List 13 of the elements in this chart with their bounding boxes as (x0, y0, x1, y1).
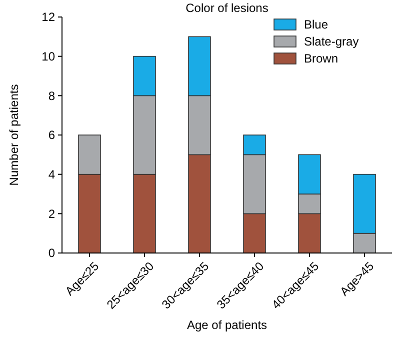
y-tick-label: 2 (48, 206, 56, 221)
y-tick-label: 10 (42, 50, 56, 64)
chart-title: Color of lesions (186, 1, 268, 15)
y-tick-label: 8 (48, 88, 56, 103)
y-tick-label: 12 (42, 10, 56, 24)
legend-label: Blue (304, 18, 328, 32)
legend-label: Brown (304, 52, 338, 66)
legend-label: Slate-gray (304, 34, 359, 49)
x-axis-title: Age of patients (186, 318, 268, 332)
y-tick-label: 4 (48, 168, 56, 182)
y-tick-label: 0 (48, 246, 56, 260)
y-axis-title: Number of patients (7, 84, 21, 186)
y-tick-label: 6 (48, 128, 56, 142)
